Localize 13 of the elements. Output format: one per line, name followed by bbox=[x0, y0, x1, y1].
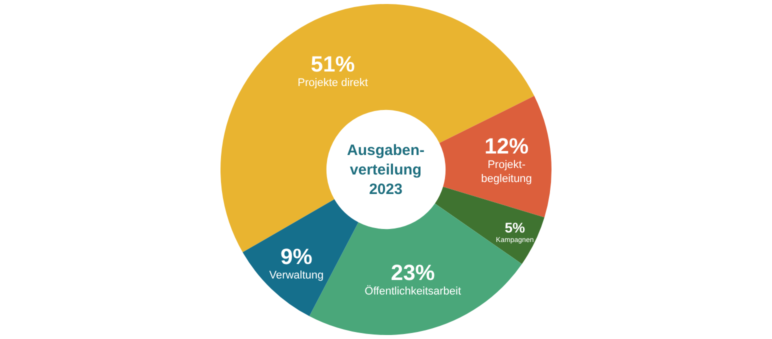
donut-slice bbox=[439, 96, 552, 218]
data-label: 9% bbox=[280, 244, 312, 270]
slice-label: Projekt- begleitung bbox=[481, 158, 532, 186]
donut-slice bbox=[434, 186, 544, 264]
text: Ausgaben- verteilung 2023 bbox=[347, 142, 425, 198]
slice-label: Verwaltung bbox=[269, 270, 324, 282]
data-label: 5% bbox=[504, 220, 526, 236]
data-label: 51% bbox=[310, 52, 355, 77]
data-label: 23% bbox=[390, 260, 435, 286]
slice-label: Projekte direkt bbox=[298, 76, 368, 89]
donut-slice bbox=[242, 199, 358, 316]
slice-label: Öffentlichkeitsarbeit bbox=[364, 284, 462, 298]
data-label: 12% bbox=[484, 134, 529, 159]
